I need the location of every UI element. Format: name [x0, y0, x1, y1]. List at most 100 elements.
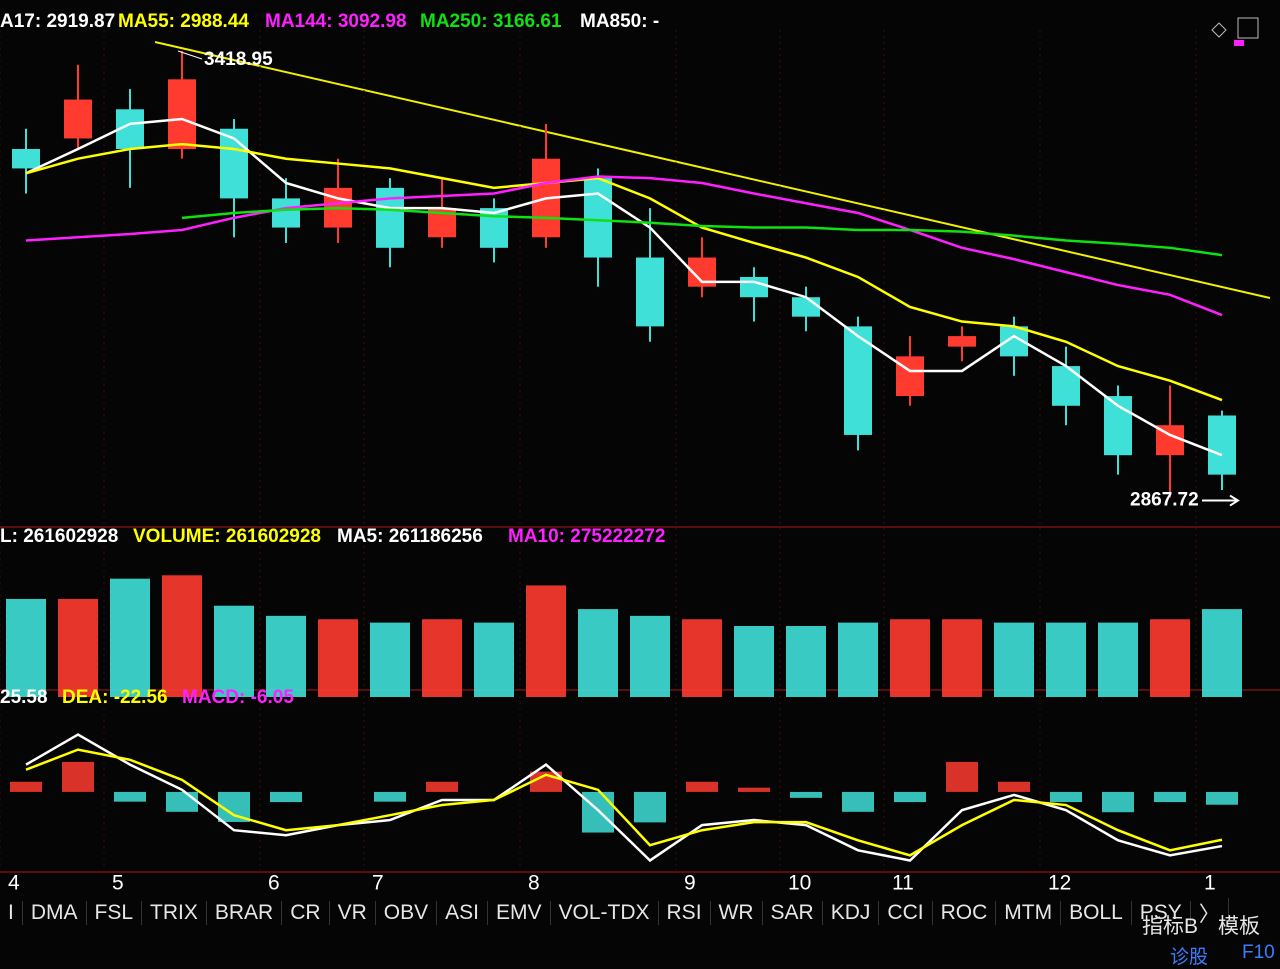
macd-bar: [1206, 791, 1238, 805]
volume-bar: [734, 626, 774, 697]
x-tick-label: 11: [892, 872, 914, 895]
volume-bar: [1202, 609, 1242, 697]
icon[interactable]: [1237, 17, 1259, 39]
macd-bar: [1102, 791, 1134, 813]
candle-body: [584, 178, 612, 258]
volume-bar: [942, 619, 982, 697]
macd-bar: [426, 781, 458, 792]
icon: [1234, 40, 1244, 46]
button[interactable]: 指标B: [1142, 915, 1199, 938]
volume-bar: [370, 622, 410, 697]
legend-entry: VOLUME: 261602928: [133, 526, 321, 547]
legend-entry: 25.58: [0, 687, 48, 708]
macd-bar: [270, 791, 302, 803]
tab[interactable]: PSY: [1132, 901, 1191, 925]
macd-bar: [634, 791, 666, 823]
volume-bar: [1046, 622, 1086, 697]
volume-bar: [266, 615, 306, 697]
tab[interactable]: BOLL: [1061, 901, 1132, 925]
volume-bar: [630, 615, 670, 697]
tab[interactable]: CCI: [879, 901, 933, 925]
x-tick-label: 6: [268, 872, 280, 895]
volume-bar: [6, 598, 46, 697]
tab[interactable]: WR: [711, 901, 763, 925]
ma-line: [25, 117, 1223, 457]
macd-bar: [10, 781, 42, 792]
tab[interactable]: OBV: [376, 901, 438, 925]
indicator-tabs: I DMA FSL TRIX BRAR CR VR OBV ASI EMV VOL-TDX RSI WR…: [0, 896, 1229, 930]
legend-entry: MA55: 2988.44: [118, 11, 249, 32]
tab[interactable]: 〉: [1191, 898, 1229, 928]
volume-bar: [474, 622, 514, 697]
tab[interactable]: DMA: [23, 901, 87, 925]
candle-body: [220, 128, 248, 199]
volume-bar: [214, 605, 254, 697]
x-tick-label: 5: [112, 872, 124, 895]
candle-body: [64, 99, 92, 139]
tab[interactable]: KDJ: [823, 901, 880, 925]
candle-body: [792, 297, 820, 317]
tab[interactable]: CR: [282, 901, 330, 925]
volume-bar: [526, 585, 566, 697]
legend-entry: DEA: -22.56: [62, 687, 168, 708]
tab[interactable]: ROC: [933, 901, 997, 925]
candle-body: [272, 198, 300, 228]
macd-bar: [582, 791, 614, 833]
tab[interactable]: VOL-TDX: [551, 901, 659, 925]
x-tick-label: 4: [8, 872, 20, 895]
link[interactable]: F10: [1242, 942, 1275, 963]
tab[interactable]: ASI: [437, 901, 488, 925]
tab[interactable]: FSL: [87, 901, 143, 925]
tab[interactable]: TRIX: [142, 901, 207, 925]
legend-entry: MACD: -6.05: [182, 687, 294, 708]
volume-bar: [162, 575, 202, 697]
tab[interactable]: SAR: [763, 901, 823, 925]
macd-bar: [842, 791, 874, 812]
volume-bar: [838, 622, 878, 697]
link[interactable]: 诊股: [1170, 947, 1209, 968]
tab[interactable]: EMV: [488, 901, 551, 925]
candle-body: [168, 79, 196, 149]
macd-bar: [1050, 791, 1082, 803]
button[interactable]: 模板: [1218, 915, 1260, 938]
dif-line: [25, 733, 1223, 863]
volume-bar: [1098, 622, 1138, 697]
macd-bar: [686, 781, 718, 792]
macd-bar: [166, 791, 198, 812]
candle-body: [844, 326, 872, 435]
icon[interactable]: [1211, 22, 1227, 38]
macd-bar: [62, 761, 94, 792]
legend-entry: MA10: 275222272: [508, 526, 665, 547]
x-tick-label: 12: [1048, 872, 1071, 895]
macd-bar: [738, 787, 770, 792]
tab[interactable]: VR: [330, 901, 376, 925]
tab[interactable]: BRAR: [207, 901, 283, 925]
tab[interactable]: RSI: [659, 901, 711, 925]
tab[interactable]: MTM: [996, 901, 1062, 925]
candle-body: [948, 336, 976, 347]
macd-bar: [1154, 791, 1186, 803]
volume-bar: [786, 626, 826, 697]
candle-body: [1208, 415, 1236, 475]
annotation: 3418.95: [204, 49, 273, 70]
macd-bar: [790, 791, 822, 798]
candle-body: [896, 356, 924, 397]
x-tick-label: 9: [684, 872, 696, 895]
legend-entry: A17: 2919.87: [0, 11, 115, 32]
trend-line: [154, 41, 1271, 299]
volume-bar: [422, 619, 462, 697]
macd-bar: [894, 791, 926, 803]
volume-bar: [58, 598, 98, 697]
legend-entry: MA250: 3166.61: [420, 11, 562, 32]
annotation: 2867.72: [1130, 490, 1199, 511]
tab[interactable]: I: [0, 901, 23, 925]
x-tick-label: 10: [788, 872, 811, 895]
ma-line: [25, 142, 1223, 402]
legend-entry: L: 261602928: [0, 526, 118, 547]
macd-bar: [998, 781, 1030, 792]
candle-body: [636, 257, 664, 327]
macd-bar: [374, 791, 406, 802]
legend-entry: MA850: -: [580, 11, 659, 32]
